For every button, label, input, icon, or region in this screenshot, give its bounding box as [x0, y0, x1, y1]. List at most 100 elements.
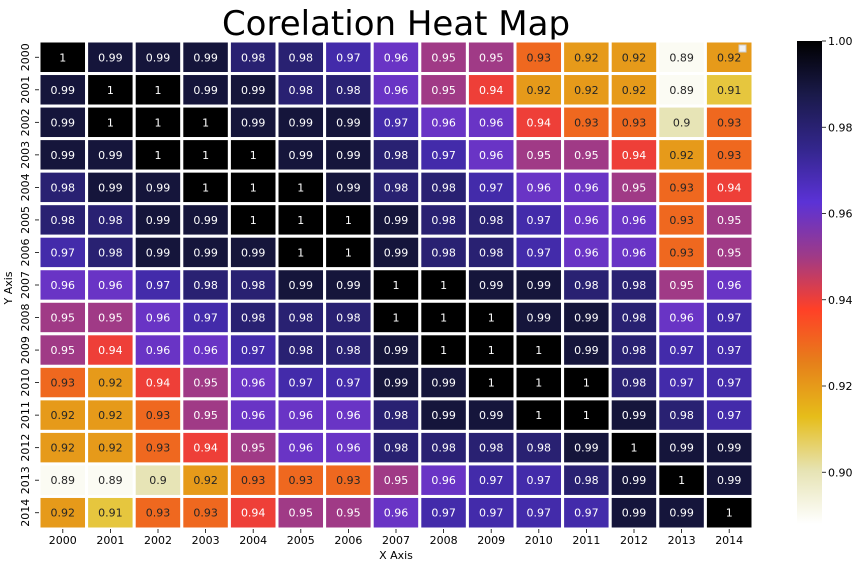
- cell-value-label: 0.99: [146, 214, 171, 227]
- y-tick-label: 2006: [19, 238, 32, 266]
- colorbar-tick-label: 0.92: [828, 380, 853, 393]
- cell-value-label: 1: [155, 116, 162, 129]
- heatmap-cell: [370, 299, 422, 336]
- y-tick-label: 2010: [19, 369, 32, 397]
- colorbar-tick-label: 0.90: [828, 466, 853, 479]
- cell-value-label: 0.92: [574, 84, 599, 97]
- heatmap-cell: [703, 429, 755, 466]
- cell-value-label: 0.93: [146, 409, 171, 422]
- heatmap-cell: [370, 234, 422, 271]
- cell-value-label: 0.95: [98, 312, 123, 325]
- cell-value-label: 0.99: [431, 409, 456, 422]
- cell-value-label: 0.95: [717, 246, 742, 259]
- cell-value-label: 1: [631, 442, 638, 455]
- cell-value-label: 0.99: [193, 246, 218, 259]
- heatmap-cell: [323, 494, 374, 531]
- cell-value-label: 0.98: [479, 442, 504, 455]
- x-tick-label: 2007: [382, 534, 410, 547]
- colorbar-tick-label: 0.96: [828, 208, 853, 221]
- cell-value-label: 0.99: [241, 246, 266, 259]
- cell-value-label: 0.98: [479, 246, 504, 259]
- cell-value-label: 0.93: [527, 51, 552, 64]
- cell-value-label: 1: [345, 214, 352, 227]
- cell-value-label: 1: [583, 409, 590, 422]
- cell-value-label: 0.92: [98, 442, 123, 455]
- cell-value-label: 1: [440, 312, 447, 325]
- heatmap-cell: [703, 267, 755, 303]
- cell-value-label: 0.95: [384, 474, 409, 487]
- legend-box: [738, 44, 747, 53]
- cell-value-label: 0.99: [384, 344, 409, 357]
- cell-value-label: 0.94: [146, 377, 171, 390]
- cell-value-label: 0.97: [193, 312, 218, 325]
- cell-value-label: 0.94: [98, 344, 123, 357]
- cell-value-label: 0.97: [669, 377, 694, 390]
- cell-value-label: 0.93: [717, 149, 742, 162]
- cell-value-label: 0.98: [384, 409, 409, 422]
- heatmap-cell: [180, 72, 231, 108]
- y-axis-label: Y Axis: [2, 271, 15, 305]
- cell-value-label: 0.93: [669, 214, 694, 227]
- cell-value-label: 0.99: [146, 246, 171, 259]
- cell-value-label: 0.93: [241, 474, 266, 487]
- x-tick-label: 2010: [525, 534, 553, 547]
- heatmap-cell: [85, 299, 136, 336]
- heatmap-cell: [465, 267, 517, 303]
- heatmap-cell: [37, 169, 89, 206]
- y-tick-label: 2003: [19, 141, 32, 169]
- cell-value-label: 0.96: [717, 279, 742, 292]
- cell-value-label: 0.98: [241, 279, 266, 292]
- cell-value-label: 1: [297, 214, 304, 227]
- cell-value-label: 0.98: [98, 214, 123, 227]
- cell-value-label: 1: [535, 409, 542, 422]
- cell-value-label: 0.93: [193, 507, 218, 520]
- cell-value-label: 1: [250, 149, 257, 162]
- cell-value-label: 0.97: [384, 116, 409, 129]
- colorbar-tick-label: 1.00: [828, 35, 853, 48]
- y-tick-label: 2000: [19, 43, 32, 71]
- cell-value-label: 0.98: [384, 181, 409, 194]
- cell-value-label: 1: [393, 279, 400, 292]
- cell-value-label: 0.99: [527, 279, 552, 292]
- heatmap-cell: [465, 39, 517, 76]
- cell-value-label: 0.92: [98, 377, 123, 390]
- heatmap-cell: [418, 429, 469, 466]
- cell-value-label: 0.98: [527, 442, 552, 455]
- cell-value-label: 0.99: [479, 279, 504, 292]
- colorbar-tick-label: 0.98: [828, 121, 853, 134]
- heatmap-cell: [703, 202, 755, 238]
- cell-value-label: 0.96: [241, 409, 266, 422]
- cell-value-label: 0.93: [669, 181, 694, 194]
- heatmap-cell: [275, 169, 327, 206]
- cell-value-label: 0.92: [622, 51, 647, 64]
- cell-value-label: 0.99: [51, 84, 76, 97]
- cell-value-label: 0.97: [289, 377, 314, 390]
- cell-value-label: 0.97: [479, 181, 504, 194]
- cell-value-label: 0.98: [622, 344, 647, 357]
- cell-value-label: 0.99: [51, 149, 76, 162]
- colorbar-ticks: 0.90 0.92 0.94 0.96 0.98 1.00: [822, 35, 853, 479]
- cell-value-label: 1: [250, 181, 257, 194]
- heatmap-cell: [608, 234, 660, 271]
- cell-value-label: 0.92: [51, 507, 76, 520]
- cell-value-label: 0.96: [289, 442, 314, 455]
- cell-value-label: 0.96: [98, 279, 123, 292]
- cell-value-label: 0.89: [98, 474, 123, 487]
- cell-value-label: 0.99: [336, 116, 361, 129]
- cell-value-label: 1: [250, 214, 257, 227]
- x-axis-label: X Axis: [379, 549, 413, 562]
- y-tick-label: 2001: [19, 76, 32, 104]
- cell-value-label: 0.97: [527, 474, 552, 487]
- cell-value-label: 0.99: [384, 377, 409, 390]
- cell-value-label: 0.92: [574, 51, 599, 64]
- cell-value-label: 0.95: [241, 442, 266, 455]
- cell-value-label: 0.94: [717, 181, 742, 194]
- cell-value-label: 0.96: [431, 474, 456, 487]
- cell-value-label: 0.96: [384, 507, 409, 520]
- x-tick-label: 2005: [287, 534, 315, 547]
- x-tick-label: 2003: [192, 534, 220, 547]
- cell-value-label: 0.99: [527, 312, 552, 325]
- cell-value-label: 0.97: [717, 344, 742, 357]
- chart-title: Corelation Heat Map: [222, 4, 570, 44]
